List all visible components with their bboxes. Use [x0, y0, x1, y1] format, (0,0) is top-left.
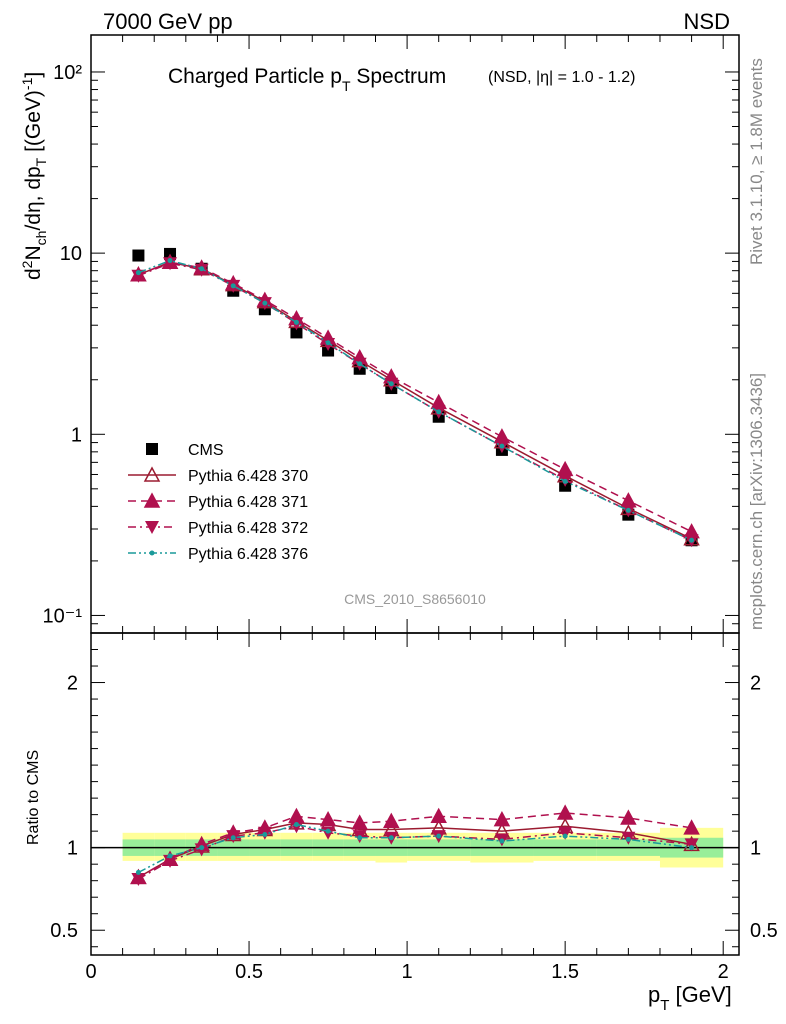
- data-point: [689, 537, 695, 543]
- legend-label: Pythia 6.428 372: [188, 520, 308, 537]
- data-point: [167, 853, 173, 859]
- ratio-uncertainty-bands: [91, 827, 739, 868]
- y-tick-label: 1: [71, 424, 82, 446]
- x-tick-label: 1.5: [551, 961, 579, 983]
- legend: CMS Pythia 6.428 370 Pythia 6.428 371 Pythi…: [128, 442, 308, 563]
- data-point: [388, 835, 394, 841]
- ratio-y-tick-label: 1: [67, 838, 78, 860]
- title-main: Charged Particle p: [168, 65, 342, 88]
- legend-marker: [145, 521, 159, 534]
- rivet-label: Rivet 3.1.10, ≥ 1.8M events: [747, 58, 766, 265]
- legend-marker: [149, 550, 155, 556]
- data-point: [562, 478, 568, 484]
- data-point: [199, 845, 205, 851]
- process-label: NSD: [684, 9, 730, 34]
- data-point: [230, 835, 236, 841]
- ratio-plot-series: [130, 804, 700, 887]
- series-line: [138, 823, 692, 874]
- data-point: [132, 249, 145, 262]
- ratio-plot-frame: [90, 632, 740, 956]
- legend-label: Pythia 6.428 371: [188, 494, 308, 511]
- data-point: [293, 822, 299, 828]
- data-point: [357, 361, 363, 367]
- series-line: [138, 262, 692, 541]
- data-point: [163, 257, 178, 271]
- title-note: (NSD, |η| = 1.0 - 1.2): [488, 69, 635, 86]
- data-point: [357, 835, 363, 841]
- data-point: [683, 819, 700, 835]
- title-sub: T: [342, 78, 351, 94]
- ratio-y-tick-label-right: 0.5: [750, 920, 778, 942]
- data-point: [230, 283, 236, 289]
- x-tick-label: 0: [85, 961, 96, 983]
- data-point: [499, 838, 505, 844]
- legend-label: Pythia 6.428 370: [188, 468, 308, 485]
- data-point: [262, 300, 268, 306]
- ratio-y-tick-label: 2: [67, 673, 78, 695]
- data-point: [388, 381, 394, 387]
- analysis-label: CMS_2010_S8656010: [344, 591, 486, 607]
- main-plot-series: [130, 247, 700, 548]
- data-point: [499, 443, 505, 449]
- data-point: [163, 854, 178, 868]
- x-tick-label: 1: [402, 961, 413, 983]
- axes: [90, 35, 739, 955]
- data-point: [562, 833, 568, 839]
- series-line: [138, 812, 692, 879]
- legend-label: CMS: [188, 442, 224, 459]
- data-point: [131, 269, 146, 283]
- data-point: [135, 270, 141, 276]
- title-tail: Spectrum: [351, 65, 447, 88]
- data-point: [556, 804, 574, 820]
- data-point: [436, 409, 442, 415]
- x-axis-title: pT [GeV]: [648, 982, 732, 1014]
- x-tick-label: 0.5: [235, 961, 263, 983]
- data-point: [199, 266, 205, 272]
- data-point: [290, 326, 303, 339]
- main-plot-frame: [90, 34, 740, 634]
- ratio-y-axis-title: Ratio to CMS: [25, 750, 42, 845]
- series-line: [138, 259, 692, 541]
- data-point: [325, 828, 331, 834]
- legend-label: Pythia 6.428 376: [188, 546, 308, 563]
- data-point: [135, 869, 141, 875]
- y-tick-label: 10⁻¹: [43, 605, 83, 627]
- data-point: [436, 833, 442, 839]
- top-y-axis-title: d2Nch/dη, dpT [(GeV)-1]: [19, 72, 49, 280]
- data-point: [556, 460, 574, 477]
- ratio-y-tick-label-right: 2: [750, 673, 761, 695]
- ratio-y-tick-label-right: 1: [750, 838, 761, 860]
- y-tick-label: 10: [60, 243, 82, 265]
- legend-marker: [143, 492, 161, 508]
- source-label: mcplots.cern.ch [arXiv:1306.3436]: [747, 373, 766, 630]
- y-tick-label: 10²: [53, 62, 82, 84]
- data-point: [689, 845, 695, 851]
- tick-labels: 0 0.5 1 1.5 2 10⁻¹ 1 10 10² 0.5 0.5 1 1 2 2: [43, 62, 778, 983]
- data-point: [325, 340, 331, 346]
- data-point: [625, 836, 631, 842]
- data-point: [167, 258, 173, 264]
- data-point: [293, 319, 299, 325]
- data-point: [131, 873, 146, 887]
- x-tick-label: 2: [718, 961, 729, 983]
- data-point: [319, 811, 337, 827]
- legend-marker: [143, 466, 161, 482]
- energy-label: 7000 GeV pp: [103, 9, 233, 34]
- chart-title: Charged Particle pT Spectrum: [168, 65, 446, 94]
- data-point: [493, 811, 511, 827]
- data-point: [383, 812, 400, 828]
- data-point: [558, 826, 573, 840]
- data-point: [430, 807, 447, 824]
- ratio-y-tick-label: 0.5: [50, 920, 78, 942]
- data-point: [351, 814, 368, 830]
- data-point: [625, 507, 631, 513]
- legend-marker: [146, 443, 158, 455]
- data-point: [684, 838, 699, 852]
- data-point: [620, 809, 637, 825]
- data-point: [262, 831, 268, 837]
